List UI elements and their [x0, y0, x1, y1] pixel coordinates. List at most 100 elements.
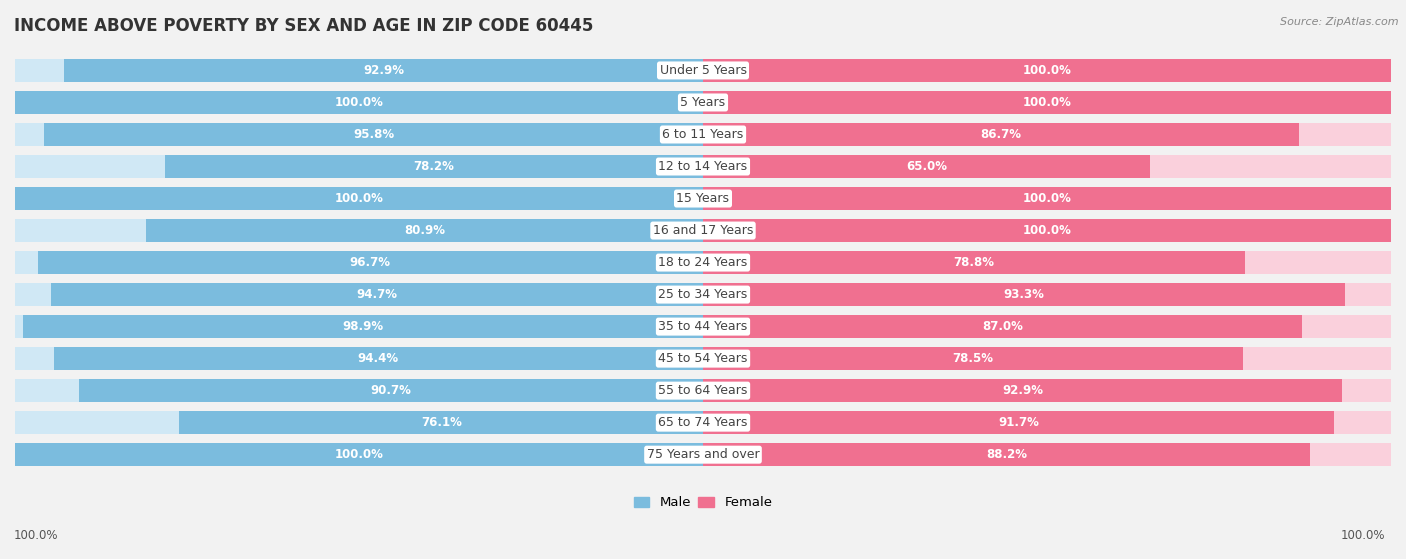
Text: 76.1%: 76.1% — [420, 416, 461, 429]
Text: 100.0%: 100.0% — [1022, 224, 1071, 237]
Bar — [165, 155, 703, 178]
Bar — [703, 91, 1391, 114]
Bar — [15, 379, 703, 402]
Bar — [703, 219, 1391, 242]
Text: 100.0%: 100.0% — [1022, 96, 1071, 109]
Text: 65 to 74 Years: 65 to 74 Years — [658, 416, 748, 429]
Text: 96.7%: 96.7% — [350, 256, 391, 269]
Bar — [703, 155, 1391, 178]
Bar — [15, 443, 1391, 466]
Bar — [15, 347, 1391, 370]
Text: 55 to 64 Years: 55 to 64 Years — [658, 384, 748, 397]
Text: 16 and 17 Years: 16 and 17 Years — [652, 224, 754, 237]
Text: 100.0%: 100.0% — [1340, 529, 1385, 542]
Bar — [15, 219, 1391, 242]
Bar — [63, 59, 703, 82]
Bar — [15, 91, 703, 114]
Bar — [15, 251, 703, 274]
Bar — [703, 411, 1391, 434]
Text: 78.8%: 78.8% — [953, 256, 994, 269]
Text: 86.7%: 86.7% — [981, 128, 1022, 141]
Text: Under 5 Years: Under 5 Years — [659, 64, 747, 77]
Bar — [703, 315, 1302, 338]
Text: 100.0%: 100.0% — [335, 96, 384, 109]
Text: 100.0%: 100.0% — [335, 448, 384, 461]
Bar — [15, 59, 1391, 82]
Legend: Male, Female: Male, Female — [628, 491, 778, 514]
Text: 100.0%: 100.0% — [335, 192, 384, 205]
Bar — [703, 379, 1343, 402]
Text: 98.9%: 98.9% — [342, 320, 384, 333]
Bar — [15, 155, 703, 178]
Bar — [15, 347, 703, 370]
Bar — [703, 251, 1391, 274]
Bar — [703, 411, 1334, 434]
Bar — [703, 283, 1391, 306]
Bar — [146, 219, 703, 242]
Text: 45 to 54 Years: 45 to 54 Years — [658, 352, 748, 365]
Text: 94.4%: 94.4% — [357, 352, 399, 365]
Bar — [15, 187, 703, 210]
Bar — [703, 443, 1391, 466]
Bar — [703, 315, 1391, 338]
Text: 94.7%: 94.7% — [357, 288, 398, 301]
Text: 78.5%: 78.5% — [952, 352, 994, 365]
Text: 92.9%: 92.9% — [1002, 384, 1043, 397]
Text: 6 to 11 Years: 6 to 11 Years — [662, 128, 744, 141]
Bar — [15, 379, 1391, 402]
Bar — [180, 411, 703, 434]
Text: INCOME ABOVE POVERTY BY SEX AND AGE IN ZIP CODE 60445: INCOME ABOVE POVERTY BY SEX AND AGE IN Z… — [14, 17, 593, 35]
Text: 78.2%: 78.2% — [413, 160, 454, 173]
Text: 18 to 24 Years: 18 to 24 Years — [658, 256, 748, 269]
Text: Source: ZipAtlas.com: Source: ZipAtlas.com — [1281, 17, 1399, 27]
Text: 5 Years: 5 Years — [681, 96, 725, 109]
Bar — [15, 219, 703, 242]
Bar — [703, 59, 1391, 82]
Bar — [15, 411, 1391, 434]
Bar — [703, 91, 1391, 114]
Bar — [703, 443, 1310, 466]
Bar — [15, 443, 703, 466]
Bar — [38, 251, 703, 274]
Bar — [15, 59, 703, 82]
Bar — [15, 187, 703, 210]
Bar — [703, 251, 1246, 274]
Text: 87.0%: 87.0% — [981, 320, 1022, 333]
Bar — [15, 315, 703, 338]
Text: 15 Years: 15 Years — [676, 192, 730, 205]
Bar — [15, 123, 1391, 146]
Text: 80.9%: 80.9% — [404, 224, 446, 237]
Text: 100.0%: 100.0% — [14, 529, 59, 542]
Bar — [15, 91, 1391, 114]
Text: 100.0%: 100.0% — [1022, 64, 1071, 77]
Bar — [703, 283, 1346, 306]
Text: 92.9%: 92.9% — [363, 64, 404, 77]
Bar — [53, 347, 703, 370]
Bar — [703, 123, 1391, 146]
Bar — [15, 443, 703, 466]
Bar — [703, 347, 1243, 370]
Bar — [44, 123, 703, 146]
Text: 12 to 14 Years: 12 to 14 Years — [658, 160, 748, 173]
Bar — [703, 219, 1391, 242]
Text: 95.8%: 95.8% — [353, 128, 394, 141]
Bar — [15, 187, 1391, 210]
Text: 91.7%: 91.7% — [998, 416, 1039, 429]
Bar — [79, 379, 703, 402]
Bar — [703, 59, 1391, 82]
Text: 93.3%: 93.3% — [1004, 288, 1045, 301]
Text: 35 to 44 Years: 35 to 44 Years — [658, 320, 748, 333]
Bar — [22, 315, 703, 338]
Text: 25 to 34 Years: 25 to 34 Years — [658, 288, 748, 301]
Bar — [703, 347, 1391, 370]
Bar — [15, 315, 1391, 338]
Bar — [703, 187, 1391, 210]
Bar — [15, 251, 1391, 274]
Bar — [703, 379, 1391, 402]
Text: 90.7%: 90.7% — [371, 384, 412, 397]
Bar — [15, 411, 703, 434]
Text: 75 Years and over: 75 Years and over — [647, 448, 759, 461]
Text: 100.0%: 100.0% — [1022, 192, 1071, 205]
Text: 88.2%: 88.2% — [986, 448, 1026, 461]
Text: 65.0%: 65.0% — [905, 160, 948, 173]
